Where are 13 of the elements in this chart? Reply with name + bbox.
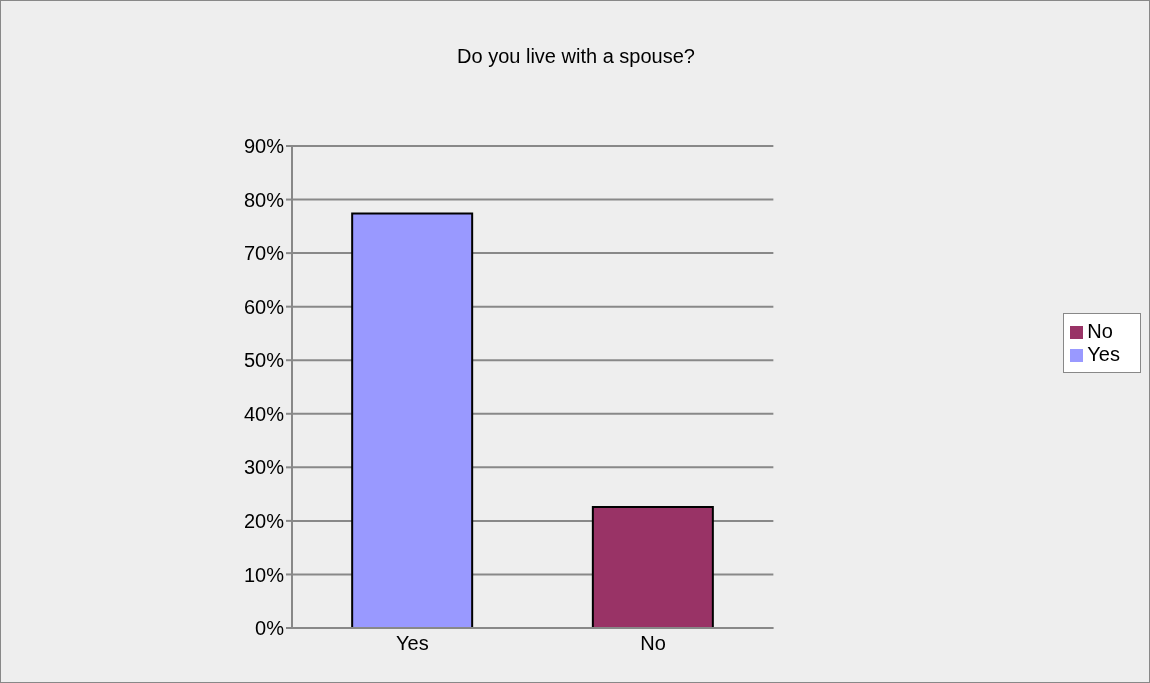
y-tick-label: 50%: [243, 349, 285, 372]
y-tick-label: 60%: [243, 295, 285, 318]
y-tick-label: 80%: [243, 188, 285, 211]
y-tick-label: 20%: [243, 509, 285, 532]
legend-label: No: [1087, 319, 1113, 342]
chart-title: Do you live with a spouse?: [456, 45, 696, 68]
y-tick-label: 0%: [255, 617, 285, 640]
y-tick-label: 90%: [243, 135, 285, 158]
y-tick-label: 70%: [243, 242, 285, 265]
y-tick-label: 40%: [243, 402, 285, 425]
y-tick-label: 10%: [243, 563, 285, 586]
legend-label: Yes: [1087, 342, 1120, 365]
y-tick-label: 30%: [243, 456, 285, 479]
